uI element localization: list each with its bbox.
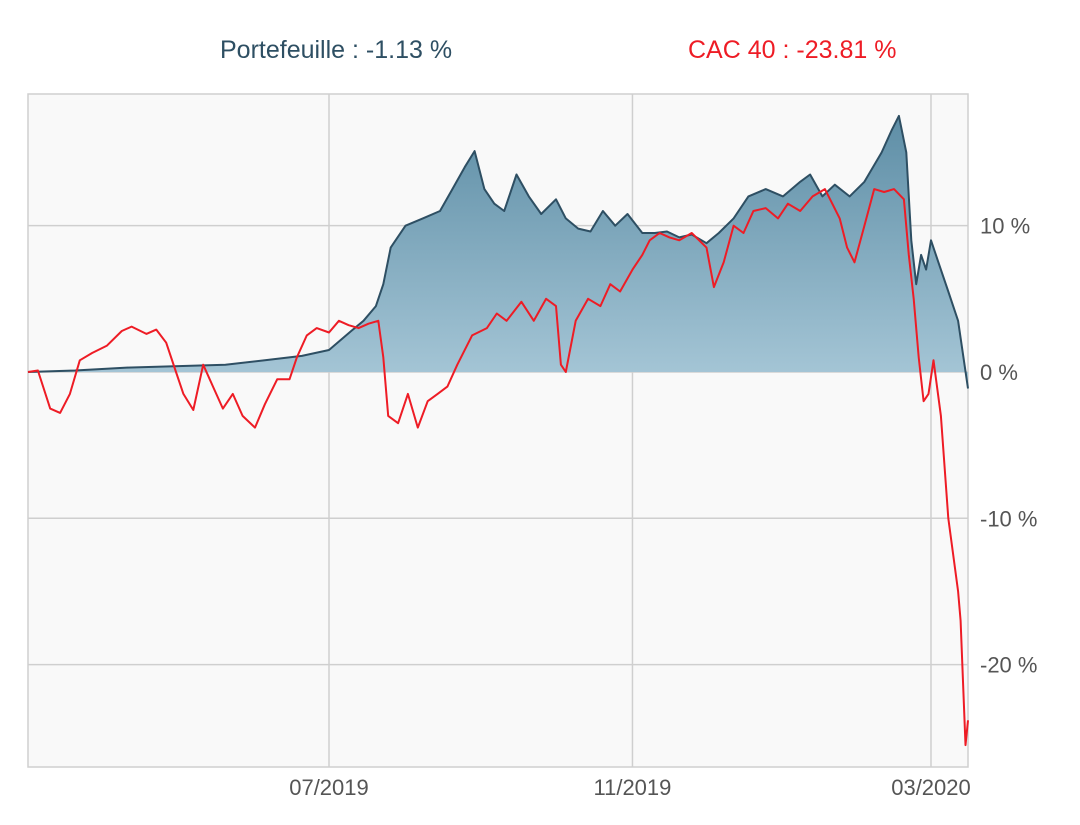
cac40-line: [27, 188, 969, 747]
y-tick-label: -10 %: [980, 506, 1037, 531]
y-tick-label: 10 %: [980, 214, 1030, 239]
legend-portfolio: Portefeuille : -1.13 %: [220, 36, 453, 64]
portfolio-area: [28, 115, 968, 389]
y-tick-label: -20 %: [980, 653, 1037, 678]
series-layer: [27, 114, 969, 747]
x-tick-label: 03/2020: [891, 775, 971, 800]
legend-cac40: CAC 40 : -23.81 %: [688, 36, 897, 64]
y-tick-label: 0 %: [980, 360, 1018, 385]
x-tick-label: 11/2019: [594, 775, 672, 800]
portfolio-line: [27, 114, 969, 389]
tick-labels: 10 % 0 % -10 % -20 % 07/2019 11/2019 03/2020: [289, 214, 1037, 800]
x-tick-label: 07/2019: [289, 775, 369, 800]
